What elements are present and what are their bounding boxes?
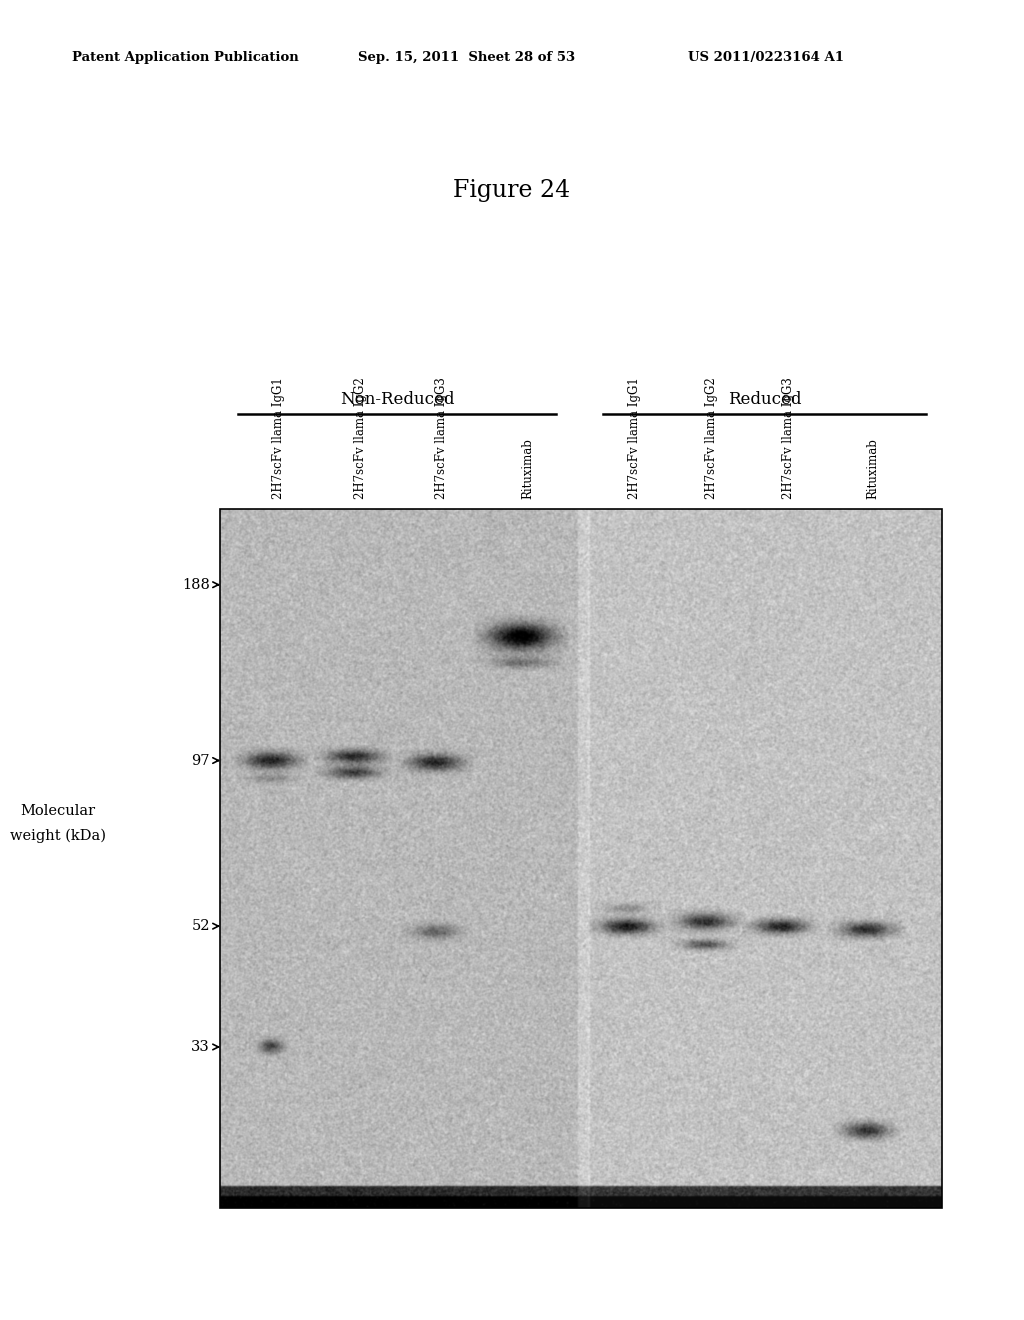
Text: 2H7scFv llama IgG2: 2H7scFv llama IgG2 xyxy=(353,378,367,499)
Text: 33: 33 xyxy=(191,1040,210,1053)
Text: 2H7scFv llama IgG3: 2H7scFv llama IgG3 xyxy=(781,378,795,499)
Text: weight (kDa): weight (kDa) xyxy=(10,828,106,842)
Text: Molecular: Molecular xyxy=(20,804,95,818)
Text: 2H7scFv llama IgG1: 2H7scFv llama IgG1 xyxy=(272,378,285,499)
Text: 2H7scFv llama IgG1: 2H7scFv llama IgG1 xyxy=(628,378,641,499)
Text: Non-Reduced: Non-Reduced xyxy=(340,391,454,408)
Text: 2H7scFv llama IgG2: 2H7scFv llama IgG2 xyxy=(706,378,718,499)
Text: Rituximab: Rituximab xyxy=(522,438,535,499)
Bar xyxy=(220,510,942,1208)
Text: Reduced: Reduced xyxy=(728,391,801,408)
Text: Patent Application Publication: Patent Application Publication xyxy=(72,51,299,65)
Text: Sep. 15, 2011  Sheet 28 of 53: Sep. 15, 2011 Sheet 28 of 53 xyxy=(358,51,575,65)
Text: US 2011/0223164 A1: US 2011/0223164 A1 xyxy=(688,51,844,65)
Text: 52: 52 xyxy=(191,919,210,933)
Text: 2H7scFv llama IgG3: 2H7scFv llama IgG3 xyxy=(435,378,449,499)
Text: Figure 24: Figure 24 xyxy=(454,178,570,202)
Text: Rituximab: Rituximab xyxy=(866,438,880,499)
Text: 188: 188 xyxy=(182,578,210,591)
Text: 97: 97 xyxy=(191,754,210,767)
